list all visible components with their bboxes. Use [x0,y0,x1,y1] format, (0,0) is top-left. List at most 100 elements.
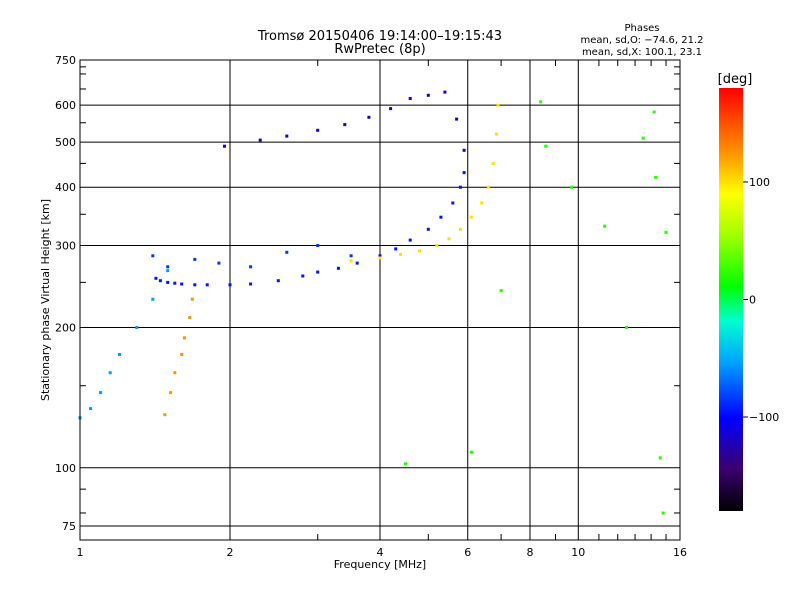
data-point [349,259,353,263]
data-point [418,249,421,253]
data-point [426,93,430,97]
data-point [458,227,462,231]
data-point [399,252,403,256]
data-point [435,244,439,247]
data-point [389,107,393,111]
data-point [336,266,340,270]
data-point [603,224,607,228]
data-point [455,117,459,121]
data-point [652,110,656,114]
colorbar [719,88,743,511]
data-point [223,144,226,148]
data-point [173,371,177,375]
data-point [404,462,407,466]
data-point [217,261,221,265]
colorbar-tick-label: −100 [749,411,779,424]
data-point [641,136,645,140]
data-point [166,269,170,273]
data-point [180,353,184,356]
x-tick-label: 16 [673,546,687,559]
data-point [426,227,430,231]
data-point [343,123,347,127]
data-point [451,201,455,205]
y-tick-label: 75 [62,520,76,533]
y-axis-label: Stationary phase Virtual Height [km] [39,199,52,401]
data-point [544,144,548,148]
phase-stats-o: mean, sd,O: −74.6, 21.2 [581,35,704,46]
data-point [625,326,629,329]
data-point [151,254,155,258]
colorbar-label: [deg] [718,72,753,87]
data-point [439,215,443,219]
data-point [285,250,289,254]
data-point [664,230,668,234]
data-point [378,254,382,258]
data-point [190,297,194,301]
y-tick-label: 400 [55,181,76,194]
data-point [182,336,186,340]
data-point [193,283,197,287]
data-point [462,171,466,175]
phase-stats-x: mean, sd,X: 100.1, 23.1 [582,47,702,58]
data-point [408,97,412,100]
data-point [166,280,170,284]
data-point [499,289,503,293]
data-point [158,279,162,283]
data-point [301,274,305,278]
data-point [480,201,484,205]
data-points [78,90,668,515]
colorbar-tick-label: 0 [749,294,756,307]
data-point [316,270,320,274]
x-tick-label: 4 [377,546,384,559]
data-point [193,257,197,261]
data-point [367,115,371,119]
data-point [658,456,662,460]
data-point [285,134,289,138]
data-point [249,282,253,286]
y-tick-label: 300 [55,239,76,252]
data-point [458,185,462,189]
data-point [394,247,398,251]
data-point [276,279,280,283]
data-point [469,215,473,219]
y-tick-label: 200 [55,322,76,335]
data-point [447,237,451,241]
data-point [570,185,574,189]
data-point [89,407,93,411]
data-point [163,413,167,417]
plot-frame [79,59,681,541]
data-point [154,276,158,280]
y-tick-label: 750 [55,54,76,67]
colorbar-tick-label: 100 [749,176,770,189]
data-point [316,244,320,247]
data-point [462,148,466,152]
data-point [99,391,103,395]
data-point [443,90,447,94]
x-axis-ticks: 1 2 4 6 8 10 16 [77,60,687,559]
data-point [151,297,155,301]
y-tick-label: 100 [55,462,76,475]
data-point [316,128,320,132]
x-axis-label: Frequency [MHz] [334,558,426,571]
data-point [180,282,184,286]
data-point [491,161,495,165]
data-point [188,316,192,320]
data-point [408,238,412,242]
x-tick-label: 10 [571,546,585,559]
x-tick-label: 2 [227,546,234,559]
grid-lines [80,59,680,540]
y-axis-ticks: 75 100 200 300 400 500 600 750 [55,54,680,533]
y-tick-label: 500 [55,136,76,149]
data-point [205,283,209,287]
data-point [486,185,490,189]
data-point [118,353,121,356]
data-point [249,265,253,269]
data-point [166,265,170,269]
data-point [661,511,665,515]
data-point [173,281,177,285]
data-point [135,326,139,329]
x-tick-label: 1 [77,546,84,559]
data-point [258,138,262,142]
chart-title-line2: RwPretec (8p) [334,42,425,57]
